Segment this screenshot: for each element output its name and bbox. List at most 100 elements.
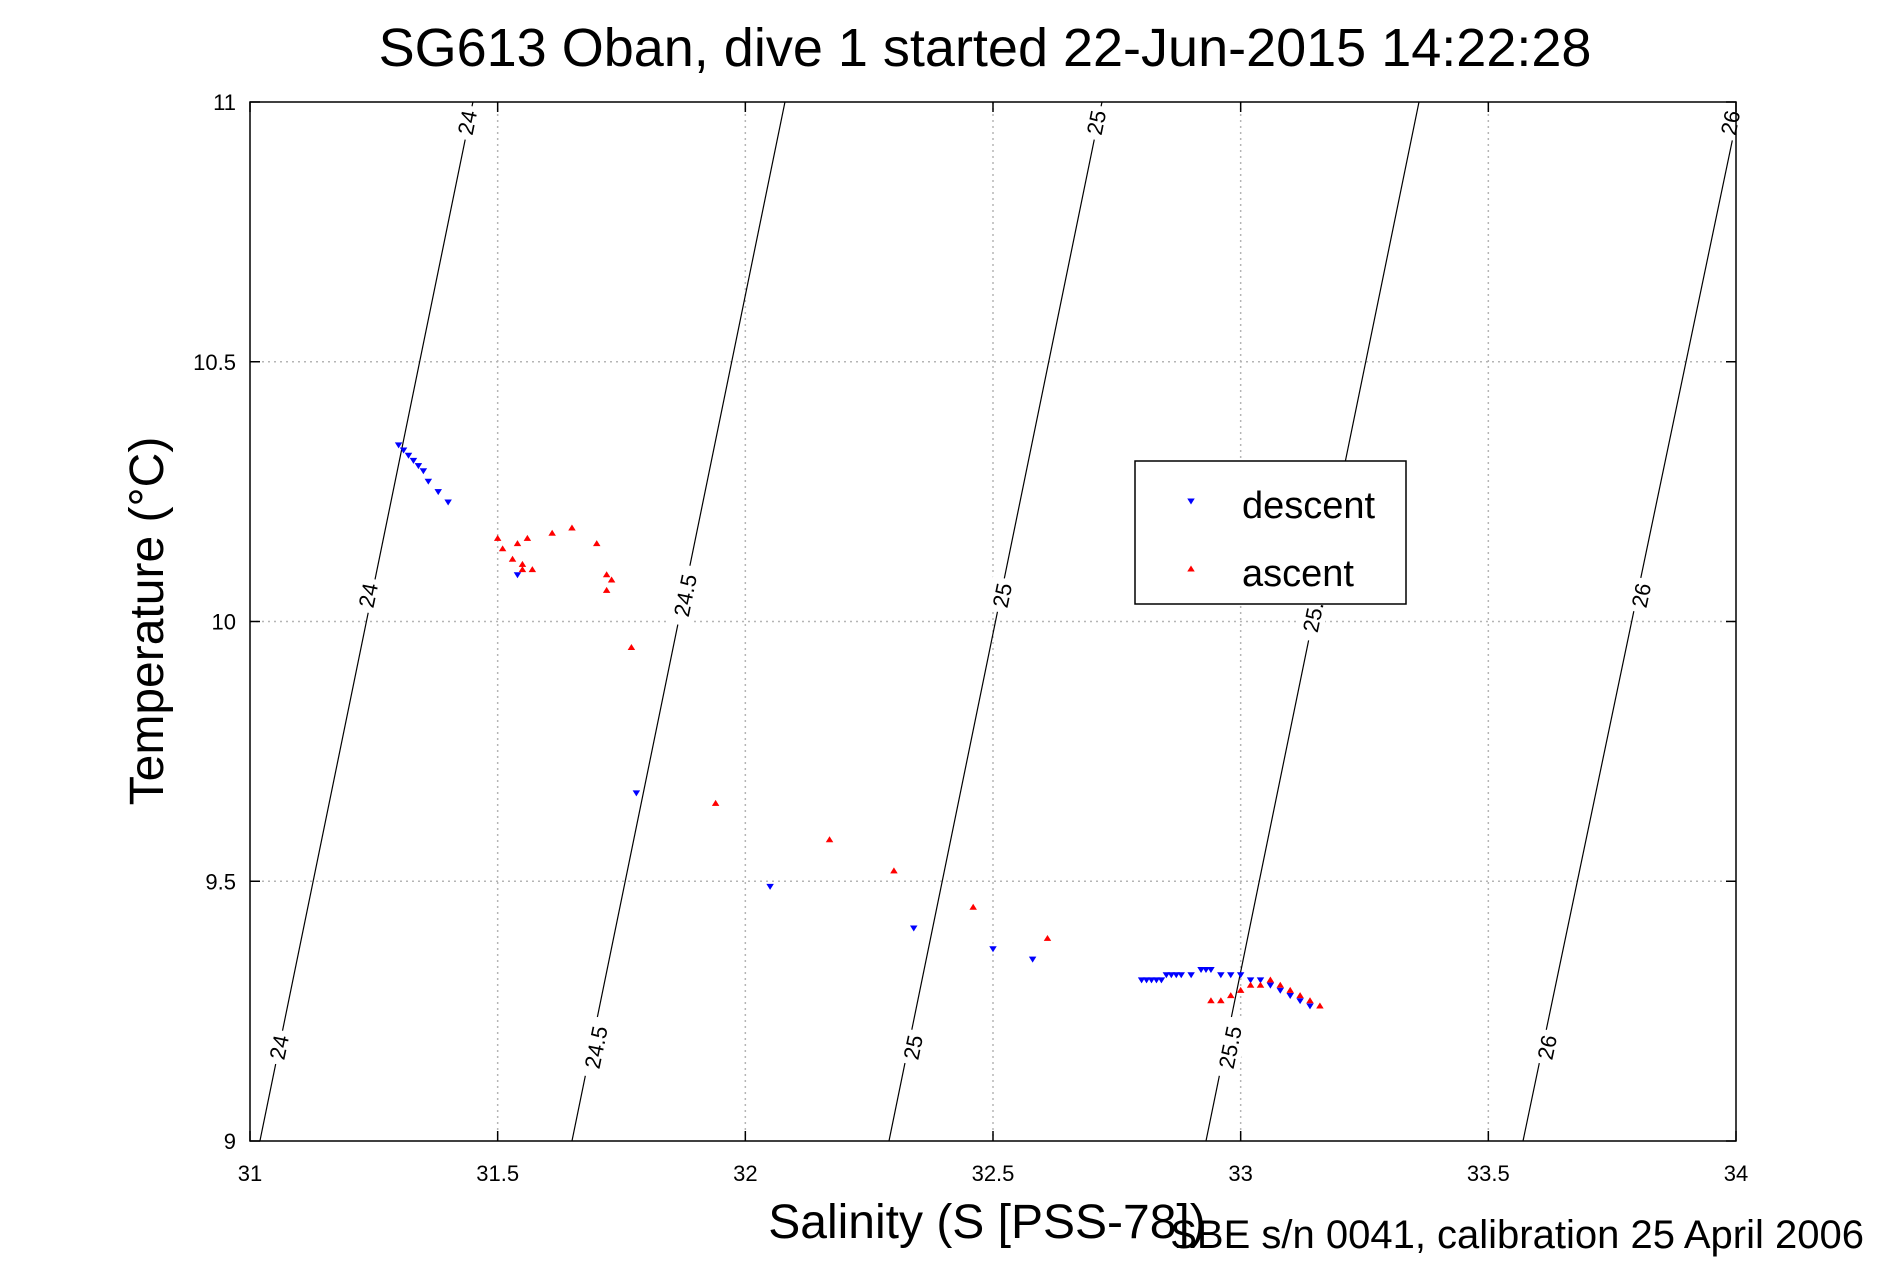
x-axis-ticks: 31 31.5 32 32.5 33 33.5 34 [238,102,1748,1186]
isopycnal-label-bg [450,103,484,142]
isopycnal-label: 25.5 [1211,1015,1249,1080]
chart-title: SG613 Oban, dive 1 started 22-Jun-2015 1… [379,18,1592,78]
isopycnal-label-text: 24 [265,1033,294,1062]
descent-point [513,572,522,579]
descent-point [399,447,408,454]
x-tick-label: 33 [1228,1161,1252,1186]
x-tick-label: 34 [1724,1161,1748,1186]
isopycnal-label: 25 [985,576,1019,615]
y-tick-label: 11 [213,90,236,115]
descent-point [434,489,442,496]
y-tick-label: 10 [212,610,236,635]
descent-point [1236,972,1245,979]
ascent-point [592,540,601,547]
descent-point [414,463,423,470]
isopycnal-label: 24 [450,103,484,142]
x-tick-label: 33.5 [1467,1161,1510,1186]
isopycnal-label-text: 26 [1533,1033,1562,1062]
descent-point [910,925,918,932]
isopycnal-label-text: 25 [988,581,1017,610]
ascent-point [523,534,532,541]
descent-point [409,457,418,464]
descent-point [1276,987,1285,994]
isopycnal-label: 24 [262,1028,295,1067]
isopycnal-label-bg [985,576,1019,615]
descent-point [1142,977,1151,984]
legend-label-ascent: ascent [1242,553,1354,595]
isopycnal-label-text: 24 [453,108,482,137]
isopycnal-label-bg [262,1028,295,1067]
ascent-point [711,799,720,806]
descent-point [394,442,403,449]
ascent-point [1043,934,1052,941]
isopycnal-label-text: 24.5 [669,572,702,619]
descent-point [1197,967,1205,974]
descent-point [1147,977,1156,984]
descent-point [632,790,641,797]
ascent-point [969,903,977,910]
descent-point [1227,972,1235,979]
ascent-point [508,555,517,562]
isopycnal-label: 26 [1713,103,1747,142]
gridlines [250,102,1736,1141]
isopycnal-label: 24.5 [576,1015,615,1080]
isopycnal-label: 26 [1624,576,1658,615]
descent-point [1202,967,1210,974]
descent-point [424,478,433,485]
isopycnal-line [888,101,1103,1142]
isopycnal-label-text: 25 [899,1033,928,1062]
ascent-point [1246,981,1255,988]
descent-point [1157,977,1166,984]
descent-point [1137,977,1146,984]
descent-point [989,946,997,953]
ascent-point [627,644,636,651]
isopycnal-label-bg [351,576,385,615]
ascent-point [1276,981,1285,988]
descent-point [1306,1003,1314,1010]
calibration-footer: SBE s/n 0041, calibration 25 April 2006 [1170,1213,1864,1257]
ascent-point [602,586,611,593]
ascent-point [1306,997,1314,1004]
isopycnal-label-bg [1211,1015,1249,1080]
x-axis-label: Salinity (S [PSS-78]) [768,1196,1205,1249]
descent-point [1152,977,1161,984]
descent-point [1167,972,1176,979]
ascent-point [607,576,616,583]
isopycnal-line [1522,122,1737,1142]
descent-point [444,499,452,506]
y-axis-ticks: 9 9.5 10 10.5 11 [193,90,1736,1154]
descent-point [1177,972,1185,979]
descent-point [1256,977,1265,984]
x-tick-label: 31.5 [476,1161,519,1186]
isopycnal-label-text: 26 [1627,581,1656,610]
x-tick-label: 32.5 [972,1161,1015,1186]
ascent-point [548,529,556,536]
descent-point [1207,967,1215,974]
data-points [394,442,1324,1010]
descent-point [419,468,428,475]
descent-point [1296,998,1304,1005]
descent-point [1162,972,1171,979]
ascent-point [1207,997,1215,1004]
isopycnal-label-text: 26 [1716,108,1745,137]
ascent-point [528,566,537,573]
descent-point [1286,992,1294,999]
legend-label-descent: descent [1242,485,1376,527]
descent-point [1028,956,1037,963]
isopycnal-label-text: 25 [1082,108,1111,137]
isopycnal-label-text: 25.5 [1214,1024,1247,1071]
isopycnal-label-bg [666,563,704,628]
isopycnal-label-text: 24 [354,581,383,610]
isopycnal-label: 24 [351,576,385,615]
y-tick-label: 10.5 [193,350,236,375]
isopycnal-label-bg [1530,1027,1563,1067]
ascent-point [1236,986,1245,993]
isopycnal-label: 26 [1530,1027,1563,1067]
isopycnal-label-bg [576,1015,615,1080]
ascent-point [1286,986,1294,993]
descent-point [1217,972,1225,979]
ascent-point [518,566,527,573]
ascent-point [825,836,834,843]
y-tick-label: 9 [224,1129,236,1154]
